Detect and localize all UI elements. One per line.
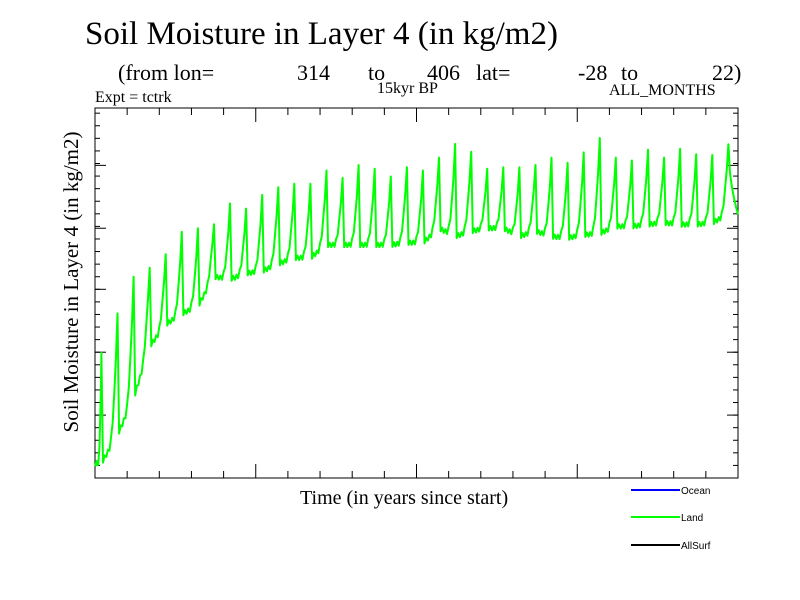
lat-label: lat= (476, 60, 511, 85)
axes (94, 107, 739, 479)
from-lon-label: (from lon= (118, 60, 215, 85)
series-line-land (94, 137, 739, 467)
lon-end-value: 406 (427, 60, 460, 85)
plot-frame (94, 107, 739, 479)
lon-to-label: to (368, 60, 386, 85)
experiment-label: Expt = tctrk (95, 89, 172, 106)
period-label: 15kyr BP (377, 80, 438, 97)
legend-label-land: Land (681, 513, 703, 524)
legend-label-ocean: Ocean (681, 486, 710, 497)
x-axis-label: Time (in years since start) (300, 487, 509, 509)
chart-title: Soil Moisture in Layer 4 (in kg/m2) (85, 16, 558, 52)
legend-label-allsurf: AllSurf (681, 541, 711, 552)
series-layer (94, 137, 739, 467)
lon-start-value: 314 (297, 60, 330, 85)
lat-to-label: to (621, 60, 639, 85)
legend: Ocean Land AllSurf (631, 486, 711, 552)
lat-end-value: 22) (712, 60, 742, 85)
lat-start-value: -28 (578, 60, 608, 85)
months-label: ALL_MONTHS (609, 82, 716, 99)
